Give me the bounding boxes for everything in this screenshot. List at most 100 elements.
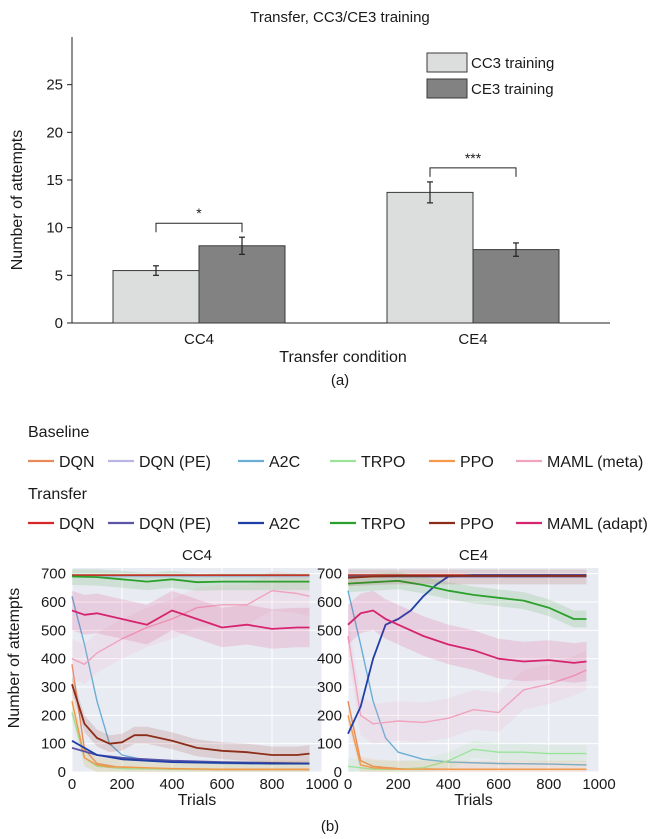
- line-chart-cc4: 0 200 400 600 800 10000100200300400500600700C…: [41, 547, 339, 809]
- line-chart-title: CC4: [182, 547, 212, 564]
- significance-bracket: [155, 222, 243, 233]
- legend-item-label: TRPO: [361, 516, 405, 533]
- series-line-transfer-maml-adapt-: [71, 609, 310, 630]
- confidence-band: [72, 590, 310, 649]
- x-tick-label: 800: [259, 776, 284, 793]
- baseline-legend-heading: Baseline: [28, 424, 89, 441]
- series-line-baseline-a2c: [347, 590, 587, 766]
- legend-swatch: [426, 52, 468, 73]
- x-tick-label: 600: [486, 776, 511, 793]
- confidence-band: [348, 572, 587, 628]
- panel-a-label: (a): [331, 372, 349, 389]
- confidence-band: [348, 569, 587, 587]
- confidence-band: [348, 706, 587, 772]
- bar-y-tick-label: 5: [55, 267, 63, 284]
- series-line-transfer-trpo: [347, 579, 587, 620]
- transfer-legend: DQN DQN (PE) A2C TRPO PPO MAML (adapt): [28, 516, 648, 533]
- x-tick-label: 200: [386, 776, 411, 793]
- confidence-band: [72, 569, 310, 591]
- series-line-baseline-ppo: [347, 715, 587, 770]
- bar-cc4-cc3: [112, 270, 200, 324]
- x-tick-label: 1000: [305, 776, 338, 793]
- y-tick-label: 400: [41, 651, 66, 668]
- significance-marker: ***: [465, 150, 482, 166]
- y-tick-label: 500: [317, 622, 342, 639]
- bar-chart-marks: ****: [112, 150, 560, 324]
- legend-item-label: A2C: [269, 454, 300, 471]
- legend-item-label: MAML (adapt): [547, 516, 648, 533]
- legend-swatch: [426, 78, 468, 99]
- y-tick-label: 0: [58, 764, 66, 781]
- line-chart-xlabel: Trials: [178, 792, 217, 809]
- legend-item-label: DQN: [59, 454, 95, 471]
- bar-y-tick-label: 25: [46, 77, 63, 94]
- bar-category-label: CC4: [184, 331, 214, 348]
- x-tick-label: 1000: [582, 776, 615, 793]
- y-tick-label: 100: [41, 736, 66, 753]
- y-tick-label: 300: [41, 679, 66, 696]
- y-tick-label: 200: [317, 707, 342, 724]
- legend-item-label: A2C: [269, 516, 300, 533]
- baseline-legend: DQN DQN (PE) A2C TRPO PPO MAML (meta): [28, 454, 643, 471]
- x-tick-label: 0: [344, 776, 352, 793]
- y-tick-label: 200: [41, 707, 66, 724]
- confidence-band: [72, 570, 310, 685]
- y-tick-label: 100: [317, 736, 342, 753]
- series-line-baseline-maml-meta-: [347, 635, 587, 725]
- legend-item-label: MAML (meta): [547, 454, 643, 471]
- significance-bracket: [429, 167, 517, 177]
- bar-cc4-ce3: [198, 245, 286, 324]
- line-chart-ce4: 0 200 400 600 800 1000 0 100 200 300 400 500 600 700 C…: [317, 547, 616, 809]
- legend-item-label: DQN (PE): [139, 454, 211, 471]
- legend-item-label: PPO: [460, 516, 494, 533]
- series-line-transfer-maml-adapt-: [347, 609, 587, 664]
- y-tick-label: 400: [317, 651, 342, 668]
- series-line-transfer-ppo: [71, 683, 310, 756]
- x-tick-label: 0: [68, 776, 76, 793]
- series-line-transfer-trpo: [71, 575, 310, 584]
- x-tick-label: 400: [436, 776, 461, 793]
- legend-item-label: DQN: [59, 516, 95, 533]
- line-chart-ylabel: Number of attempts: [6, 588, 23, 729]
- bar-category-label: CE4: [458, 331, 487, 348]
- bar-chart-xlabel: Transfer condition: [279, 349, 406, 366]
- confidence-band: [348, 590, 587, 683]
- bar-chart-ylabel: Number of attempts: [9, 130, 26, 271]
- x-tick-label: 800: [536, 776, 561, 793]
- y-tick-label: 700: [317, 566, 342, 583]
- transfer-legend-heading: Transfer: [28, 486, 88, 503]
- series-line-transfer-ppo: [347, 575, 587, 579]
- confidence-band: [348, 740, 587, 772]
- series-line-baseline-maml-meta-: [71, 590, 310, 665]
- series-line-baseline-ppo: [71, 701, 310, 770]
- significance-marker: *: [196, 205, 202, 221]
- legend-item-label: TRPO: [361, 454, 405, 471]
- legend-label: CE3 training: [471, 81, 554, 98]
- bar-chart-title: Transfer, CC3/CE3 training: [250, 9, 430, 26]
- bar-ce4-cc3: [386, 191, 474, 324]
- bar-chart-legend: CC3 training CE3 training: [426, 52, 554, 99]
- confidence-band: [348, 616, 587, 744]
- bar-chart-panel: Transfer, CC3/CE3 training 0 5 10 15 20 25 CC4…: [9, 9, 610, 389]
- line-chart-xlabel: Trials: [454, 792, 493, 809]
- y-tick-label: 300: [317, 679, 342, 696]
- confidence-band: [72, 675, 310, 764]
- y-tick-label: 0: [334, 764, 342, 781]
- legend-item-label: DQN (PE): [139, 516, 211, 533]
- x-tick-label: 600: [209, 776, 234, 793]
- panel-b-label: (b): [321, 818, 339, 835]
- y-tick-label: 700: [41, 566, 66, 583]
- legend-item-label: PPO: [460, 454, 494, 471]
- y-tick-label: 600: [317, 594, 342, 611]
- legend-label: CC3 training: [471, 55, 554, 72]
- x-tick-label: 400: [159, 776, 184, 793]
- line-chart-title: CE4: [459, 547, 488, 564]
- bar-ce4-ce3: [472, 249, 560, 324]
- x-tick-label: 200: [109, 776, 134, 793]
- series-line-transfer-a2c: [71, 740, 310, 765]
- y-tick-label: 500: [41, 622, 66, 639]
- bar-y-tick-label: 10: [46, 220, 63, 237]
- bar-y-tick-label: 15: [46, 172, 63, 189]
- bar-y-tick-label: 0: [55, 315, 63, 332]
